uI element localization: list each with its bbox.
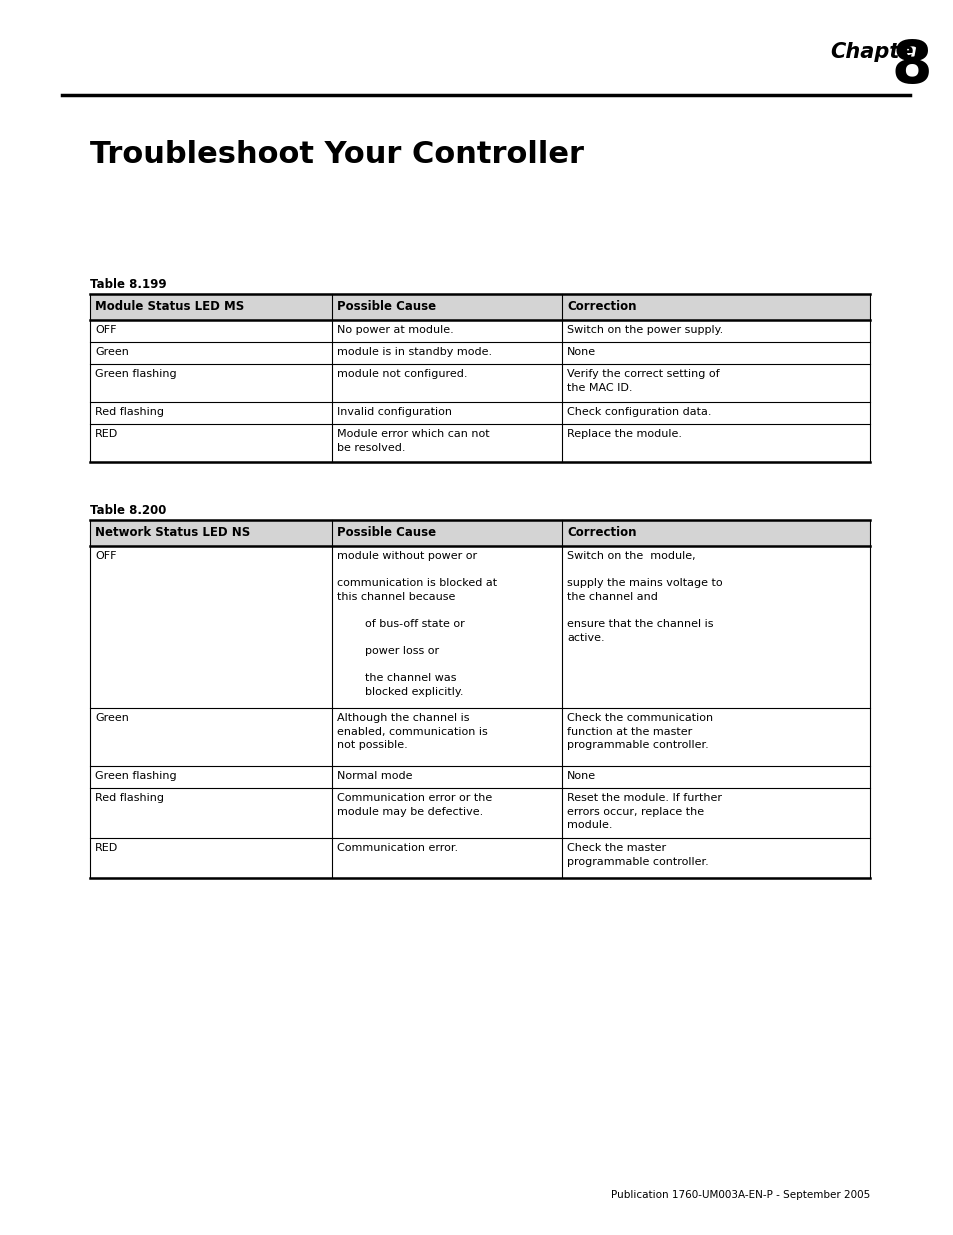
- Text: Check configuration data.: Check configuration data.: [566, 408, 711, 417]
- Text: Publication 1760-UM003A-EN-P - September 2005: Publication 1760-UM003A-EN-P - September…: [610, 1191, 869, 1200]
- Text: Check the master
programmable controller.: Check the master programmable controller…: [566, 844, 708, 867]
- Text: Table 8.200: Table 8.200: [90, 504, 166, 517]
- Text: module is in standby mode.: module is in standby mode.: [336, 347, 492, 357]
- Text: None: None: [566, 347, 596, 357]
- Text: Module error which can not
be resolved.: Module error which can not be resolved.: [336, 429, 489, 452]
- Text: Switch on the power supply.: Switch on the power supply.: [566, 325, 722, 335]
- Text: RED: RED: [95, 429, 118, 438]
- Text: Green flashing: Green flashing: [95, 771, 176, 781]
- Text: Red flashing: Red flashing: [95, 793, 164, 803]
- Text: module without power or

communication is blocked at
this channel because

     : module without power or communication is…: [336, 551, 497, 697]
- Text: OFF: OFF: [95, 325, 116, 335]
- Text: Replace the module.: Replace the module.: [566, 429, 681, 438]
- Text: Red flashing: Red flashing: [95, 408, 164, 417]
- Text: Switch on the  module,

supply the mains voltage to
the channel and

ensure that: Switch on the module, supply the mains v…: [566, 551, 721, 642]
- Text: Communication error or the
module may be defective.: Communication error or the module may be…: [336, 793, 492, 816]
- Text: RED: RED: [95, 844, 118, 853]
- Text: Check the communication
function at the master
programmable controller.: Check the communication function at the …: [566, 713, 712, 750]
- Text: Green: Green: [95, 713, 129, 722]
- Text: Troubleshoot Your Controller: Troubleshoot Your Controller: [90, 140, 583, 169]
- Text: Chapter: Chapter: [829, 42, 923, 62]
- Text: Green: Green: [95, 347, 129, 357]
- Text: OFF: OFF: [95, 551, 116, 561]
- Text: Reset the module. If further
errors occur, replace the
module.: Reset the module. If further errors occu…: [566, 793, 721, 830]
- Bar: [90, 520, 869, 546]
- Text: 8: 8: [891, 38, 931, 95]
- Text: Correction: Correction: [566, 300, 636, 314]
- Text: No power at module.: No power at module.: [336, 325, 453, 335]
- Text: Normal mode: Normal mode: [336, 771, 412, 781]
- Text: Correction: Correction: [566, 526, 636, 540]
- Text: Module Status LED MS: Module Status LED MS: [95, 300, 244, 314]
- Text: module not configured.: module not configured.: [336, 369, 467, 379]
- Text: Communication error.: Communication error.: [336, 844, 457, 853]
- Bar: [90, 294, 869, 320]
- Text: Invalid configuration: Invalid configuration: [336, 408, 452, 417]
- Text: Table 8.199: Table 8.199: [90, 278, 167, 291]
- Text: Possible Cause: Possible Cause: [336, 526, 436, 540]
- Text: Network Status LED NS: Network Status LED NS: [95, 526, 250, 540]
- Text: Possible Cause: Possible Cause: [336, 300, 436, 314]
- Text: Green flashing: Green flashing: [95, 369, 176, 379]
- Text: None: None: [566, 771, 596, 781]
- Text: Although the channel is
enabled, communication is
not possible.: Although the channel is enabled, communi…: [336, 713, 487, 750]
- Text: Verify the correct setting of
the MAC ID.: Verify the correct setting of the MAC ID…: [566, 369, 719, 393]
